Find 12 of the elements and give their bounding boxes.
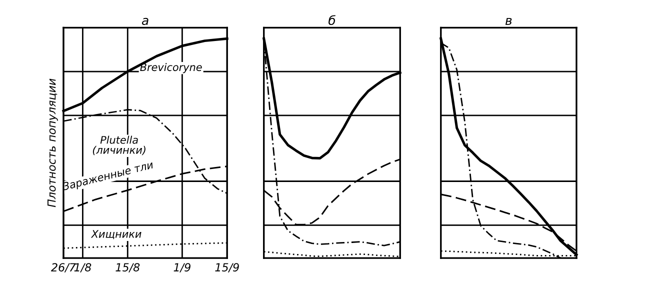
series-label: Хищники: [90, 230, 142, 240]
y-axis-title: Плотность популяции: [47, 78, 58, 208]
series-label: Plutella (личинки): [92, 136, 146, 156]
series-label: Brevicoryne: [140, 63, 202, 74]
x-tick-label: 26/7: [51, 263, 76, 272]
chart-title: в: [505, 18, 512, 25]
chart-title: а: [142, 18, 148, 26]
x-tick-label: 15/9: [215, 263, 239, 272]
x-tick-label: 15/8: [116, 263, 140, 272]
x-tick-label: 1/9: [174, 263, 190, 272]
x-tick-label: 1/8: [74, 263, 92, 272]
chart-title: б: [328, 15, 336, 26]
